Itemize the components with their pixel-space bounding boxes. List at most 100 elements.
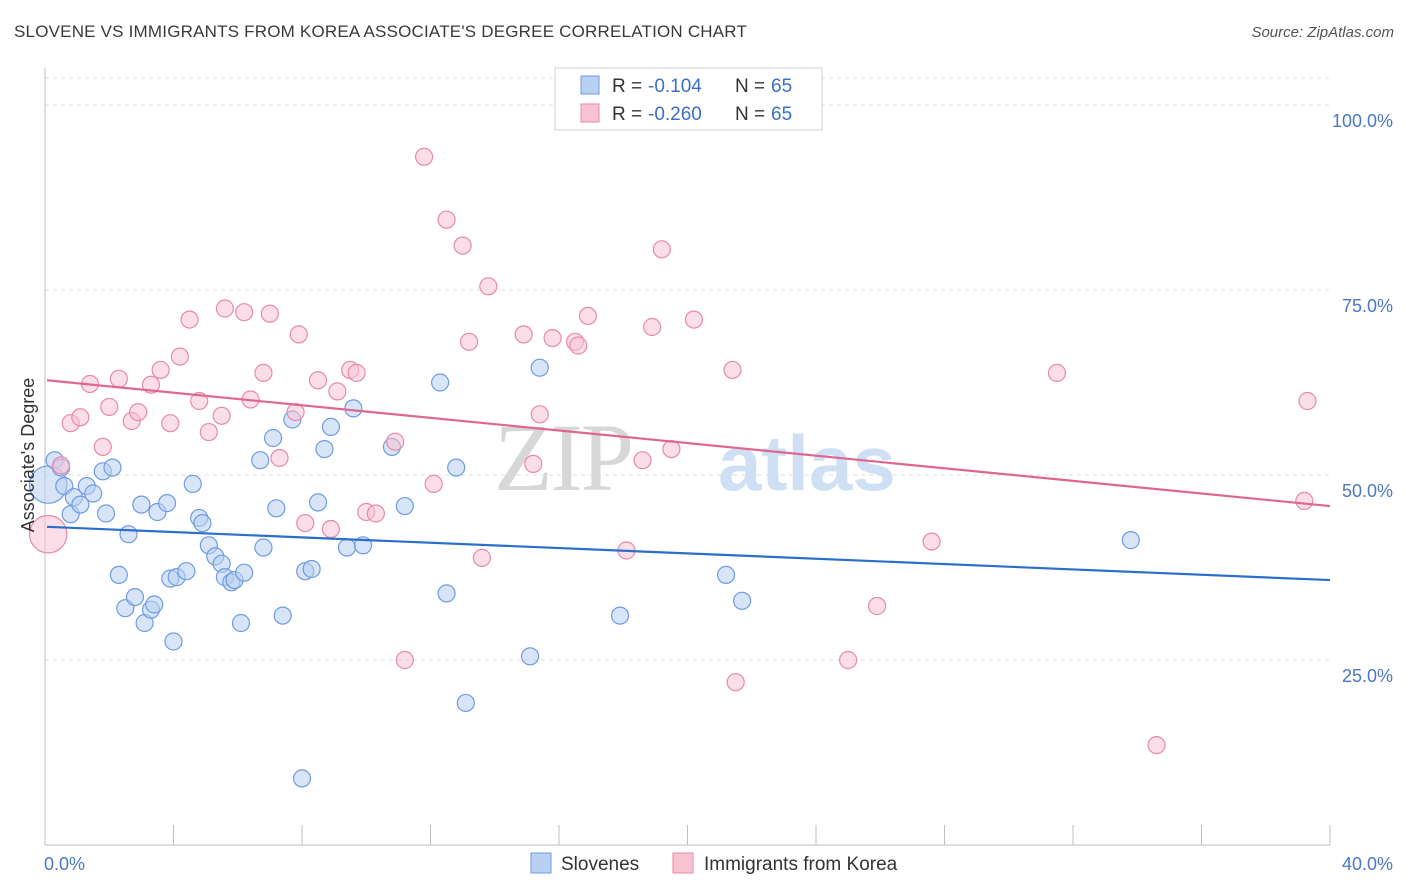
y-tick-label-75: 75.0% [1342, 296, 1393, 316]
slovenes-point-14 [119, 525, 138, 544]
slovenes-point-57 [520, 647, 540, 666]
korea-point-43 [514, 325, 533, 344]
korea-point-31 [347, 363, 366, 382]
korea-point-57 [726, 673, 745, 692]
slovenes-point-36 [231, 613, 251, 633]
trend-lines [46, 379, 1331, 582]
series-slovenes [28, 358, 1140, 788]
korea-point-16 [199, 422, 218, 442]
korea-point-0 [28, 514, 68, 554]
korea-point-23 [270, 448, 289, 468]
slovenes-point-53 [431, 373, 450, 392]
korea-point-25 [289, 325, 308, 344]
korea-point-63 [1295, 491, 1314, 510]
source-label: Source: ZipAtlas.com [1251, 24, 1394, 41]
korea-point-33 [366, 504, 385, 523]
korea-point-64 [1298, 391, 1317, 411]
bottom-legend: Slovenes Immigrants from Korea [530, 852, 898, 875]
stats-legend-r-label-0: R = [612, 76, 642, 97]
korea-point-49 [578, 306, 598, 325]
korea-point-13 [170, 347, 190, 366]
korea-point-42 [479, 277, 498, 296]
korea-point-37 [424, 474, 443, 493]
slovenes-point-52 [395, 496, 414, 516]
korea-point-15 [190, 391, 209, 411]
korea-point-55 [684, 310, 704, 329]
legend-label-korea: Immigrants from Korea [704, 854, 898, 875]
korea-point-29 [328, 382, 347, 401]
korea-point-40 [459, 332, 479, 351]
korea-point-56 [723, 360, 742, 380]
korea-point-6 [100, 397, 119, 417]
korea-point-22 [260, 304, 279, 323]
korea-point-27 [308, 371, 328, 390]
stats-legend: R = -0.104 N = 65 R = -0.260 N = 65 [554, 67, 823, 131]
trend-line-0 [46, 525, 1331, 582]
slovenes-point-25 [177, 562, 196, 581]
slovenes-point-46 [315, 440, 334, 459]
korea-point-19 [235, 303, 254, 322]
stats-legend-r-label-1: R = [612, 104, 642, 125]
stats-legend-pink-swatch [580, 103, 600, 123]
stats-legend-n-value-1: 65 [771, 104, 792, 125]
watermark-atlas: atlas [718, 419, 896, 507]
slovenes-point-35 [235, 563, 254, 582]
korea-point-38 [437, 210, 456, 229]
axes: 25.0% 50.0% 75.0% 100.0% 0.0% 40.0% [44, 68, 1393, 874]
slovenes-point-39 [263, 428, 283, 448]
korea-point-34 [386, 432, 405, 451]
slovenes-point-16 [132, 495, 151, 514]
trend-line-1 [46, 379, 1331, 508]
slovenes-point-38 [254, 538, 273, 557]
chart-title: SLOVENE VS IMMIGRANTS FROM KOREA ASSOCIA… [14, 22, 748, 41]
korea-point-46 [543, 329, 562, 348]
stats-legend-blue-swatch [580, 75, 600, 95]
korea-point-53 [652, 240, 671, 259]
slovenes-point-8 [84, 484, 103, 503]
korea-point-9 [129, 403, 148, 422]
slovenes-point-28 [193, 513, 212, 533]
slovenes-point-6 [71, 495, 90, 514]
slovenes-point-21 [157, 494, 177, 513]
slovenes-point-45 [308, 493, 328, 512]
korea-point-14 [180, 310, 199, 329]
korea-point-26 [296, 513, 315, 533]
korea-point-52 [643, 317, 662, 337]
stats-legend-r-value-1: -0.260 [648, 104, 702, 125]
korea-point-1 [51, 456, 71, 475]
slovenes-point-37 [251, 451, 270, 470]
korea-point-44 [524, 454, 543, 473]
slovenes-point-60 [716, 565, 736, 585]
korea-point-39 [453, 236, 472, 255]
korea-point-58 [839, 650, 858, 670]
x-tick-label-min: 0.0% [44, 854, 85, 874]
korea-point-28 [321, 519, 341, 539]
korea-point-3 [71, 408, 90, 427]
slovenes-point-59 [610, 606, 630, 625]
korea-point-41 [472, 548, 491, 567]
slovenes-point-44 [302, 559, 321, 579]
stats-legend-r-value-0: -0.104 [648, 76, 702, 97]
slovenes-point-56 [456, 693, 475, 713]
korea-point-18 [215, 299, 234, 318]
legend-label-slovenes: Slovenes [561, 854, 639, 875]
slovenes-point-11 [103, 458, 122, 477]
slovenes-point-47 [321, 417, 341, 436]
slovenes-point-61 [733, 591, 752, 610]
stats-legend-n-value-0: 65 [771, 76, 792, 97]
korea-point-61 [1047, 363, 1067, 382]
slovenes-point-40 [267, 499, 286, 518]
slovenes-point-49 [344, 399, 363, 418]
korea-point-62 [1147, 735, 1166, 755]
korea-point-51 [633, 451, 652, 470]
slovenes-point-41 [273, 606, 292, 625]
y-tick-label-50: 50.0% [1342, 481, 1393, 501]
watermark: ZIP atlas [494, 404, 896, 511]
y-axis-title: Associate's Degree [18, 378, 38, 533]
korea-point-60 [922, 532, 941, 551]
korea-point-21 [254, 363, 273, 382]
series-immigrants-from-korea [28, 147, 1317, 755]
slovenes-point-23 [164, 632, 183, 651]
slovenes-point-55 [447, 458, 466, 477]
